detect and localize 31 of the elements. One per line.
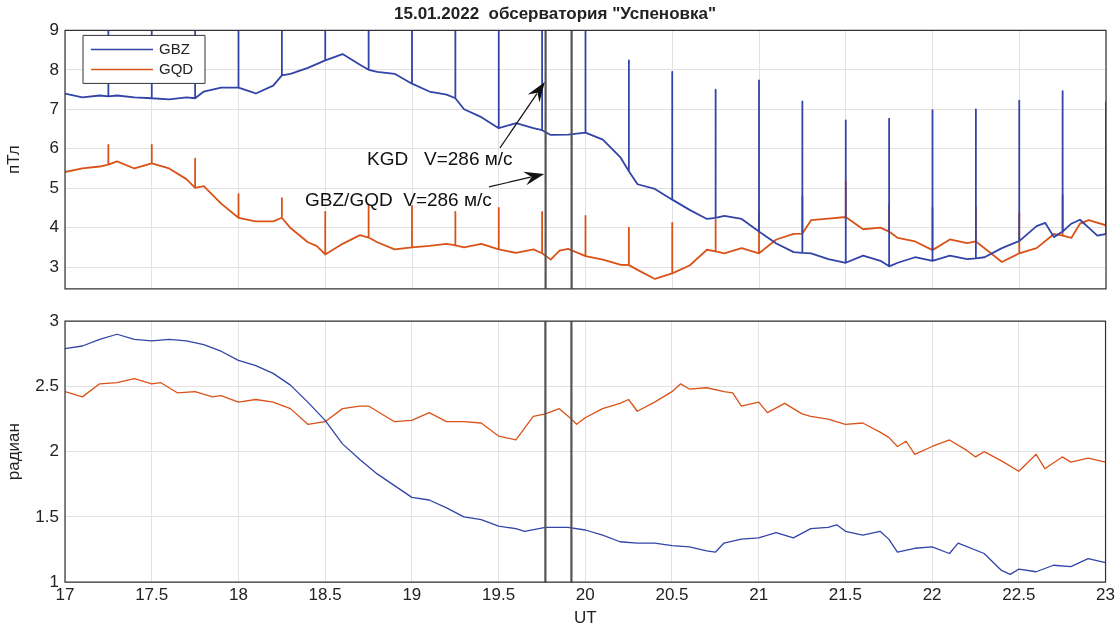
y-tick-label: 8 bbox=[49, 59, 59, 79]
y-tick-label: 7 bbox=[49, 98, 59, 118]
x-tick-label: 21 bbox=[749, 585, 769, 605]
y-tick-label: 4 bbox=[49, 217, 59, 237]
x-axis-title: UT bbox=[573, 608, 597, 628]
annotation: KGD V=286 м/с bbox=[367, 147, 513, 169]
y-tick-label: 2 bbox=[49, 441, 59, 461]
annotation: GBZ/GQD V=286 м/с bbox=[305, 189, 492, 211]
x-tick-label: 20 bbox=[575, 585, 595, 605]
y-tick-label: 2.5 bbox=[35, 376, 59, 396]
x-tick-label: 22 bbox=[922, 585, 942, 605]
x-tick-label: 22.5 bbox=[1002, 585, 1036, 605]
y-tick-label: 6 bbox=[49, 138, 59, 158]
x-tick-label: 18.5 bbox=[308, 585, 342, 605]
x-tick-label: 19.5 bbox=[482, 585, 516, 605]
chart-title: 15.01.2022 обсерватория "Успеновка" bbox=[394, 3, 716, 23]
y-tick-label: 3 bbox=[49, 310, 59, 330]
x-tick-label: 17.5 bbox=[135, 585, 169, 605]
y-tick-label: 3 bbox=[49, 256, 59, 276]
x-tick-label: 19 bbox=[402, 585, 422, 605]
legend-label: GBZ bbox=[159, 39, 190, 57]
x-tick-label: 21.5 bbox=[828, 585, 862, 605]
x-tick-label: 23 bbox=[1096, 585, 1116, 605]
y-tick-label: 1.5 bbox=[35, 506, 59, 526]
y-tick-label: 9 bbox=[49, 20, 59, 40]
y-axis-title: пТл bbox=[3, 145, 23, 174]
y-axis-title: радиан bbox=[3, 423, 23, 481]
x-tick-label: 20.5 bbox=[655, 585, 689, 605]
legend-label: GQD bbox=[159, 59, 194, 77]
y-tick-label: 5 bbox=[49, 177, 59, 197]
x-tick-label: 18 bbox=[228, 585, 248, 605]
